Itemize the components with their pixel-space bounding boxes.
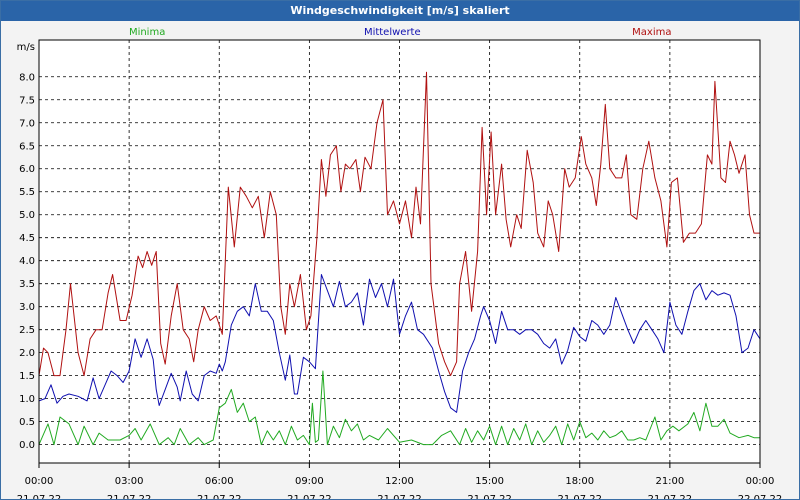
y-tick-label: 6.5 [19, 141, 35, 152]
y-tick-label: 5.5 [19, 187, 35, 198]
series-line-maxima [38, 71, 760, 377]
y-tick-label: 6.0 [19, 164, 35, 175]
x-tick-date: 21.07.22 [197, 494, 242, 499]
line-chart: 0.0 0.5 1.0 1.5 2.0 2.5 3.0 3.5 4.0 4.5 5.0 5.5 6.0 6… [17, 27, 783, 499]
y-tick-label: 0.0 [19, 440, 35, 451]
x-tick-time: 06:00 [205, 476, 234, 487]
y-tick-label: 0.5 [19, 417, 35, 428]
y-tick-label: 4.0 [19, 256, 35, 267]
legend-entry-maxima: Maxima [632, 27, 671, 38]
x-tick-time: 03:00 [115, 476, 144, 487]
y-tick-label: 8.0 [19, 72, 35, 83]
y-tick-label: 7.0 [19, 118, 35, 129]
y-tick-label: 1.0 [19, 394, 35, 405]
chart-title: Windgeschwindigkeit [m/s] skaliert [1, 1, 799, 21]
series-line-minima [38, 370, 760, 446]
x-tick-time: 12:00 [385, 476, 414, 487]
axes: 0.0 0.5 1.0 1.5 2.0 2.5 3.0 3.5 4.0 4.5 5.0 5.5 6.0 6… [17, 72, 783, 499]
x-tick-time: 09:00 [295, 476, 324, 487]
x-tick-time: 18:00 [565, 476, 594, 487]
x-tick-date: 21.07.22 [107, 494, 152, 499]
x-tick-date: 21.07.22 [557, 494, 602, 499]
x-tick-time: 00:00 [746, 476, 775, 487]
legend: Minima Mittelwerte Maxima [129, 27, 672, 38]
x-tick-date: 21.07.22 [17, 494, 62, 499]
y-tick-label: 4.5 [19, 233, 35, 244]
x-tick-time: 00:00 [25, 476, 54, 487]
x-tick-date: 21.07.22 [467, 494, 512, 499]
x-tick-time: 21:00 [655, 476, 684, 487]
y-tick-label: 5.0 [19, 210, 35, 221]
legend-entry-minima: Minima [129, 27, 165, 38]
series-line-mittelwerte [38, 274, 761, 413]
y-tick-label: 3.5 [19, 279, 35, 290]
y-tick-label: 2.5 [19, 325, 35, 336]
x-tick-date: 21.07.22 [377, 494, 422, 499]
y-tick-label: 1.5 [19, 371, 35, 382]
y-axis-label: m/s [17, 42, 35, 53]
series-lines [38, 71, 761, 446]
x-tick-date: 21.07.22 [648, 494, 693, 499]
y-tick-label: 2.0 [19, 348, 35, 359]
plot-border [38, 39, 761, 464]
y-tick-label: 3.0 [19, 302, 35, 313]
x-tick-date: 21.07.22 [287, 494, 332, 499]
x-tick-date: 22.07.22 [738, 494, 783, 499]
y-tick-label: 7.5 [19, 95, 35, 106]
x-tick-time: 15:00 [475, 476, 504, 487]
legend-entry-mittelwerte: Mittelwerte [364, 27, 421, 38]
